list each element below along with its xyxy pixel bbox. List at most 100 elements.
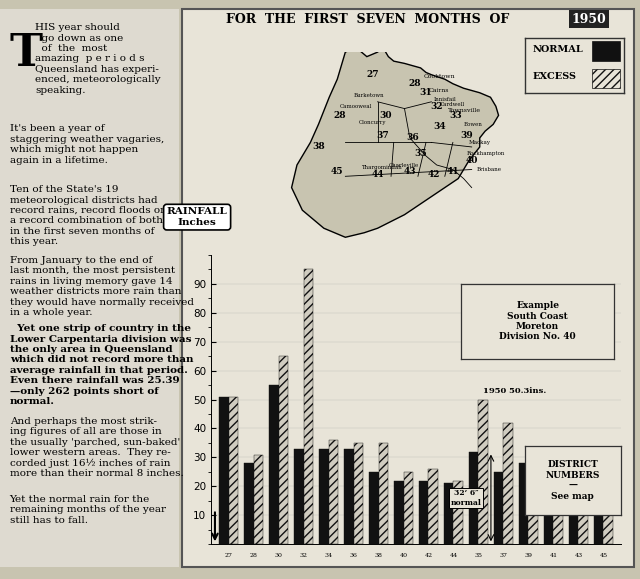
Bar xyxy=(494,472,504,544)
Text: 42: 42 xyxy=(428,170,440,178)
Text: 34: 34 xyxy=(433,122,445,131)
Text: Ten of the State's 19
meteorological districts had
record rains, record floods o: Ten of the State's 19 meteorological dis… xyxy=(10,185,164,246)
Text: Burketown: Burketown xyxy=(353,93,384,97)
Text: 41: 41 xyxy=(549,553,557,558)
Text: Yet one strip of country in the
Lower Carpentaria division was
the only area in : Yet one strip of country in the Lower Ca… xyxy=(10,324,193,406)
Text: 43: 43 xyxy=(574,553,582,558)
Bar xyxy=(369,472,378,544)
Bar xyxy=(328,440,338,544)
Text: 40: 40 xyxy=(465,156,478,165)
Bar xyxy=(544,492,554,544)
Bar xyxy=(378,443,388,544)
Text: 42: 42 xyxy=(424,553,433,558)
Text: 36: 36 xyxy=(406,133,419,142)
Bar xyxy=(269,385,278,544)
Text: NORMAL: NORMAL xyxy=(532,45,584,54)
Bar xyxy=(444,483,454,544)
Text: 32: 32 xyxy=(300,553,308,558)
Bar xyxy=(394,481,403,544)
Bar xyxy=(253,455,263,544)
Bar xyxy=(419,481,429,544)
Text: 34: 34 xyxy=(324,553,333,558)
Bar xyxy=(429,469,438,544)
Bar xyxy=(294,449,303,544)
Bar xyxy=(592,69,620,88)
Bar xyxy=(353,443,363,544)
Text: Cairns: Cairns xyxy=(429,88,449,93)
Text: 40: 40 xyxy=(399,553,408,558)
Text: FOR  THE  FIRST  SEVEN  MONTHS  OF: FOR THE FIRST SEVEN MONTHS OF xyxy=(227,13,509,25)
Text: Bowen: Bowen xyxy=(463,122,483,127)
Text: Example
South Coast
Moreton
Division No. 40: Example South Coast Moreton Division No.… xyxy=(499,301,576,342)
Bar xyxy=(454,481,463,544)
Polygon shape xyxy=(292,47,499,237)
Text: 37: 37 xyxy=(377,131,389,140)
Text: 27: 27 xyxy=(225,553,233,558)
Text: 32’ 6″
normal: 32’ 6″ normal xyxy=(451,489,481,507)
Text: Camooweal: Camooweal xyxy=(340,104,372,109)
Text: 35: 35 xyxy=(474,553,483,558)
Text: Mackay: Mackay xyxy=(469,140,491,145)
Text: Innisfail: Innisfail xyxy=(434,97,457,102)
Bar xyxy=(554,466,563,544)
Bar xyxy=(479,400,488,544)
Text: T: T xyxy=(10,32,43,75)
Text: 45: 45 xyxy=(599,553,607,558)
Text: 36: 36 xyxy=(349,553,358,558)
Text: 28: 28 xyxy=(250,553,258,558)
Text: 1950 50.3ins.: 1950 50.3ins. xyxy=(483,387,547,395)
Text: 32: 32 xyxy=(431,102,443,111)
Text: DISTRICT
NUMBERS
—
See map: DISTRICT NUMBERS — See map xyxy=(546,460,600,501)
Text: 1950: 1950 xyxy=(572,13,606,25)
Bar xyxy=(592,42,620,61)
Text: 43: 43 xyxy=(404,167,416,176)
Text: 45: 45 xyxy=(331,167,344,176)
Bar xyxy=(228,397,238,544)
Text: 28: 28 xyxy=(409,79,422,88)
Text: 38: 38 xyxy=(312,142,325,152)
Text: Cooktown: Cooktown xyxy=(423,75,455,79)
Bar xyxy=(219,397,228,544)
Text: Rockhampton: Rockhampton xyxy=(467,151,505,156)
Text: 39: 39 xyxy=(524,553,532,558)
Bar xyxy=(403,472,413,544)
Text: It's been a year of
staggering weather vagaries,
which might not happen
again in: It's been a year of staggering weather v… xyxy=(10,124,164,164)
Text: Brisbane: Brisbane xyxy=(477,167,502,172)
Text: 31: 31 xyxy=(420,88,433,97)
Bar xyxy=(344,449,353,544)
Bar xyxy=(244,463,253,544)
Bar xyxy=(519,463,529,544)
Text: 33: 33 xyxy=(449,111,462,120)
Text: 41: 41 xyxy=(447,167,459,176)
Text: RAINFALL
Inches: RAINFALL Inches xyxy=(167,207,227,227)
Text: And perhaps the most strik-
ing figures of all are those in
the usually 'parched: And perhaps the most strik- ing figures … xyxy=(10,417,183,478)
Bar xyxy=(604,489,613,544)
Bar xyxy=(319,449,328,544)
Bar xyxy=(504,423,513,544)
Text: 30: 30 xyxy=(275,553,283,558)
Text: From January to the end of
last month, the most persistent
rains in living memor: From January to the end of last month, t… xyxy=(10,256,193,317)
Bar xyxy=(579,486,588,544)
Text: 27: 27 xyxy=(366,70,378,79)
Bar xyxy=(569,501,579,544)
Bar xyxy=(469,452,479,544)
Bar xyxy=(278,356,288,544)
Text: Townsville: Townsville xyxy=(447,108,481,113)
Text: HIS year should
  go down as one
  of  the  most
amazing  p e r i o d s
Queensla: HIS year should go down as one of the mo… xyxy=(35,23,161,94)
Text: Cardwell: Cardwell xyxy=(440,101,465,107)
Text: 38: 38 xyxy=(374,553,383,558)
Text: Thargomindah: Thargomindah xyxy=(362,165,402,170)
Text: 39: 39 xyxy=(460,131,473,140)
Text: EXCESS: EXCESS xyxy=(532,72,577,80)
Text: Charleville: Charleville xyxy=(388,163,419,167)
Text: 35: 35 xyxy=(414,149,427,158)
Text: 44: 44 xyxy=(371,170,384,178)
Bar xyxy=(529,452,538,544)
Text: 30: 30 xyxy=(380,111,392,120)
Text: Yet the normal rain for the
remaining months of the year
still has to fall.: Yet the normal rain for the remaining mo… xyxy=(10,495,166,525)
Bar xyxy=(594,504,604,544)
Bar xyxy=(303,269,313,544)
Text: 28: 28 xyxy=(333,111,346,120)
Text: 44: 44 xyxy=(449,553,458,558)
Text: 37: 37 xyxy=(499,553,508,558)
